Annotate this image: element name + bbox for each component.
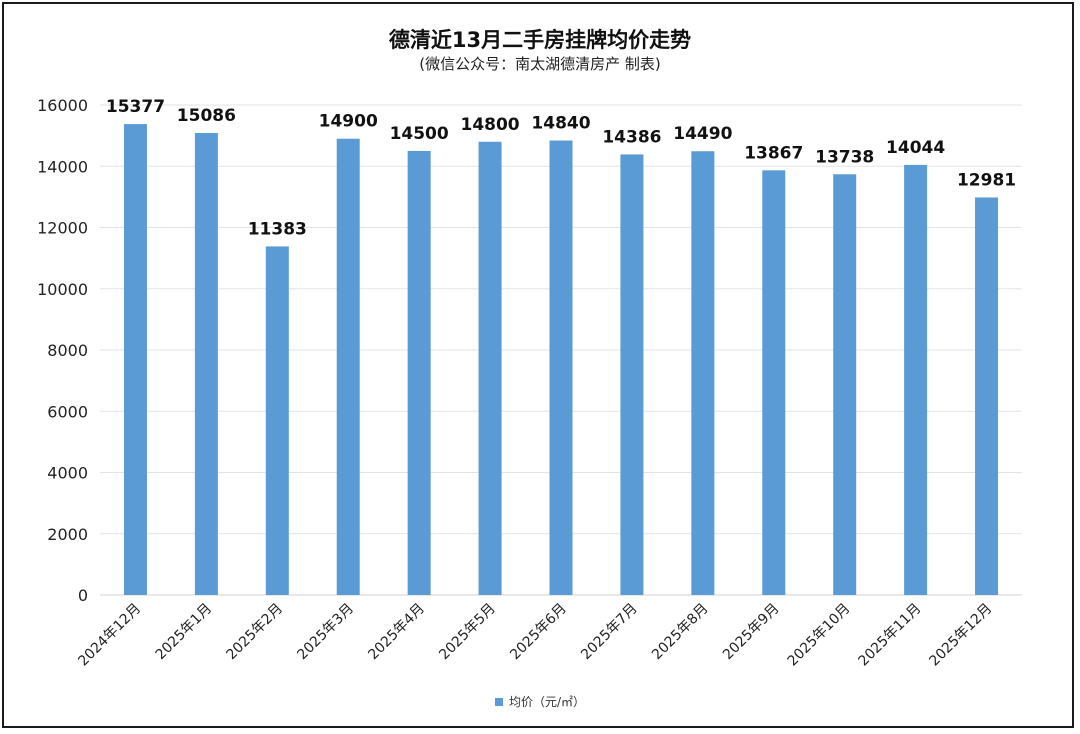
data-label: 14500 [390, 124, 449, 144]
x-tick-label: 2025年7月 [578, 601, 641, 664]
data-label: 14800 [460, 115, 519, 135]
x-tick-label: 2025年12月 [926, 601, 995, 670]
x-tick-label: 2025年1月 [153, 601, 216, 664]
data-label: 13867 [744, 143, 803, 163]
y-tick-label: 12000 [37, 219, 88, 238]
chart-title: 德清近13月二手房挂牌均价走势 [388, 28, 692, 52]
y-tick-label: 0 [78, 586, 88, 605]
bar [194, 132, 218, 595]
x-tick-label: 2025年4月 [365, 601, 428, 664]
bar [691, 151, 715, 595]
bar [762, 170, 786, 595]
bar [904, 164, 928, 595]
y-tick-label: 4000 [47, 464, 88, 483]
x-tick-label: 2024年12月 [75, 601, 144, 670]
x-tick-label: 2025年6月 [507, 601, 570, 664]
bar [549, 140, 573, 595]
y-tick-label: 8000 [47, 341, 88, 360]
data-label: 14490 [673, 124, 732, 144]
legend-label: 均价（元/㎡） [508, 695, 586, 709]
x-tick-label: 2025年8月 [649, 601, 712, 664]
bar [975, 197, 999, 595]
bar [478, 141, 502, 595]
data-label: 11383 [248, 219, 307, 239]
data-label: 12981 [957, 170, 1016, 190]
data-label: 14900 [319, 112, 378, 132]
bar [620, 154, 644, 595]
x-tick-label: 2025年3月 [294, 601, 357, 664]
legend-swatch [494, 697, 503, 706]
y-tick-label: 16000 [37, 96, 88, 115]
x-tick-label: 2025年5月 [436, 601, 499, 664]
bar [833, 174, 857, 595]
data-label: 15377 [106, 97, 165, 117]
x-tick-label: 2025年10月 [785, 601, 854, 670]
data-label: 14386 [602, 127, 661, 147]
data-label: 14044 [886, 138, 945, 158]
data-label: 15086 [177, 106, 236, 126]
data-label: 14840 [531, 114, 590, 134]
x-tick-label: 2025年9月 [720, 601, 783, 664]
y-tick-label: 14000 [37, 157, 88, 176]
y-tick-label: 2000 [47, 525, 88, 544]
y-tick-label: 6000 [47, 402, 88, 421]
x-tick-label: 2025年2月 [224, 601, 287, 664]
bar [123, 124, 147, 595]
chart-subtitle: (微信公众号：南太湖德清房产 制表) [419, 55, 661, 73]
data-label: 13738 [815, 147, 874, 167]
bar [265, 246, 289, 595]
bar [336, 138, 360, 595]
x-tick-label: 2025年11月 [856, 601, 925, 670]
y-tick-label: 10000 [37, 280, 88, 299]
bar [407, 150, 431, 595]
legend: 均价（元/㎡） [0, 693, 1080, 710]
